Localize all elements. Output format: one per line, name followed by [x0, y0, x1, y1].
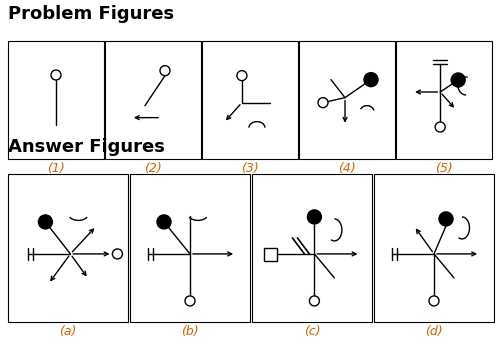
- Text: (1): (1): [47, 162, 65, 175]
- Text: (2): (2): [144, 162, 162, 175]
- Bar: [105, 41, 201, 159]
- Circle shape: [185, 296, 195, 306]
- Circle shape: [451, 73, 465, 87]
- Circle shape: [309, 296, 320, 306]
- Text: (d): (d): [425, 325, 443, 338]
- Circle shape: [307, 210, 322, 224]
- Text: Answer Figures: Answer Figures: [8, 138, 165, 156]
- Bar: [8, 41, 104, 159]
- Bar: [374, 174, 494, 322]
- Bar: [252, 174, 372, 322]
- Circle shape: [51, 70, 61, 80]
- Circle shape: [439, 212, 453, 226]
- Bar: [265, 248, 277, 261]
- Text: (5): (5): [435, 162, 453, 175]
- Circle shape: [435, 122, 445, 132]
- Circle shape: [318, 98, 328, 108]
- Circle shape: [364, 72, 378, 87]
- Circle shape: [429, 296, 439, 306]
- Text: (a): (a): [59, 325, 77, 338]
- Text: (3): (3): [241, 162, 259, 175]
- Circle shape: [237, 71, 247, 81]
- Bar: [396, 41, 492, 159]
- Bar: [202, 41, 298, 159]
- Bar: [130, 174, 250, 322]
- Bar: [299, 41, 395, 159]
- Text: (c): (c): [304, 325, 321, 338]
- Circle shape: [157, 215, 171, 229]
- Circle shape: [112, 249, 122, 259]
- Text: (4): (4): [338, 162, 356, 175]
- Circle shape: [160, 66, 170, 76]
- Text: Problem Figures: Problem Figures: [8, 5, 174, 23]
- Circle shape: [38, 215, 52, 229]
- Bar: [8, 174, 128, 322]
- Text: (b): (b): [181, 325, 199, 338]
